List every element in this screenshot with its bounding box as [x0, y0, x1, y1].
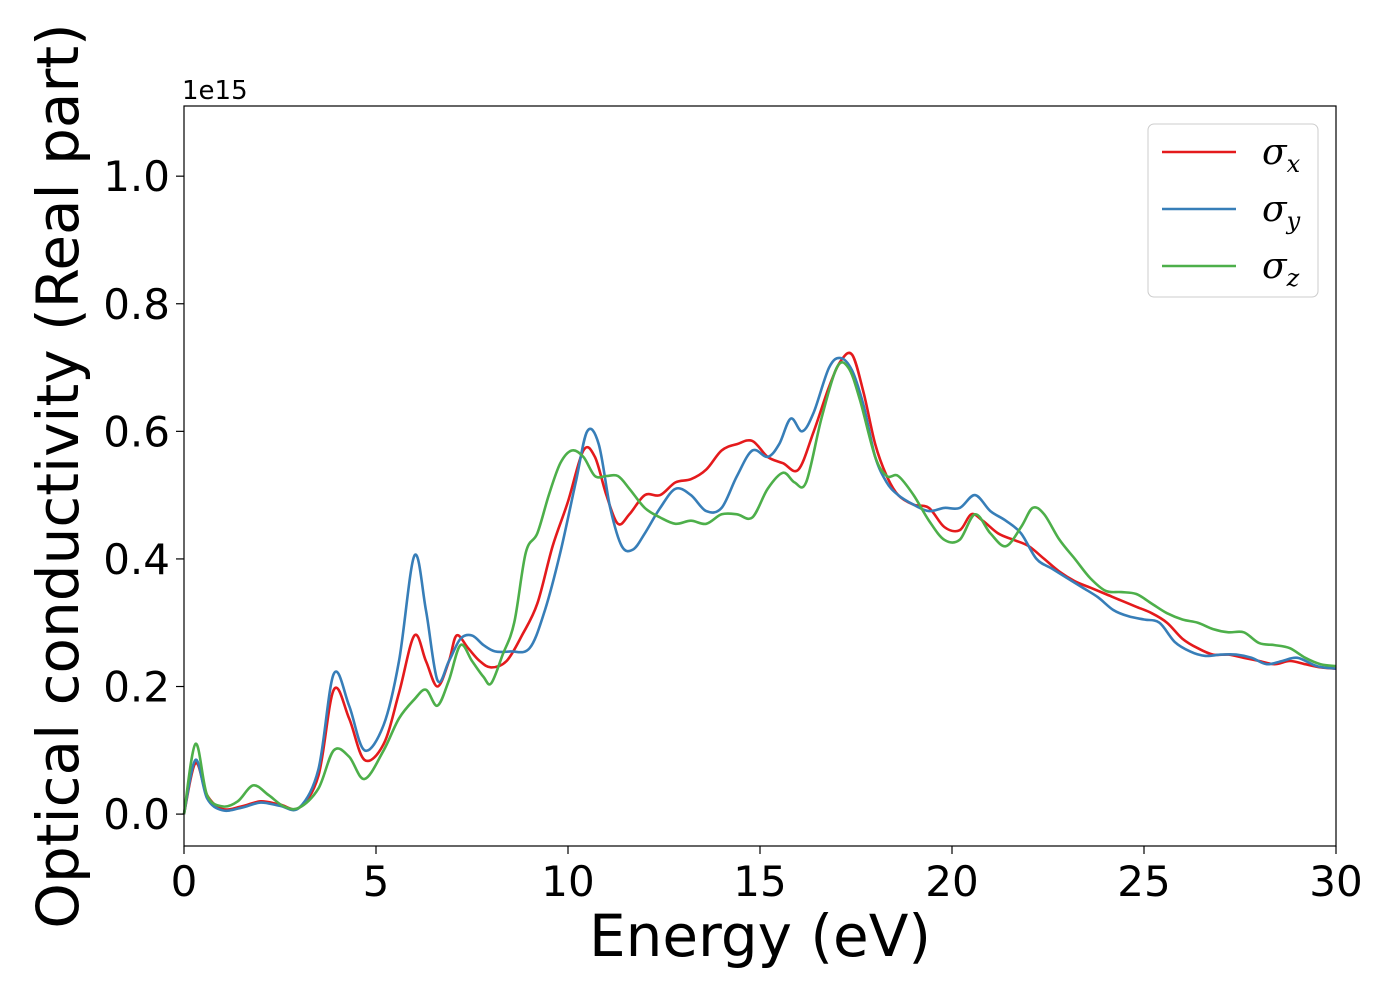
y-tick-label: 1.0	[103, 152, 170, 201]
y-tick-label: 0.2	[103, 663, 170, 712]
x-axis-title: Energy (eV)	[589, 902, 931, 970]
x-tick-label: 0	[171, 857, 198, 906]
series-lines	[182, 351, 1337, 815]
series-line-y	[182, 356, 1337, 815]
x-tick-label: 30	[1309, 857, 1362, 906]
legend-label-x: σx	[1262, 132, 1301, 178]
x-tick-label: 20	[925, 857, 978, 906]
x-tick-label: 5	[363, 857, 390, 906]
x-tick-label: 25	[1117, 857, 1170, 906]
y-tick-label: 0.6	[103, 407, 170, 456]
legend-box	[1147, 123, 1319, 298]
x-tick-label: 15	[733, 857, 786, 906]
y-axis-title: Optical conductivity (Real part)	[24, 23, 92, 928]
legend-label-y: σy	[1262, 189, 1301, 235]
y-tick-label: 0.8	[103, 280, 170, 329]
y-tick-label: 0.4	[103, 535, 170, 584]
x-axis-ticks: 0 5 10 15 20 25 30	[171, 846, 1363, 906]
y-tick-label: 0.0	[103, 790, 170, 839]
legend: σx σy σz	[1147, 123, 1319, 298]
series-line-z	[182, 361, 1337, 815]
y-offset-text: 1e15	[182, 76, 248, 106]
y-axis-ticks: 0.0 0.2 0.4 0.6 0.8 1.0	[103, 152, 184, 839]
x-tick-label: 10	[541, 857, 594, 906]
legend-label-z: σz	[1262, 246, 1300, 292]
series-line-x	[182, 351, 1337, 815]
